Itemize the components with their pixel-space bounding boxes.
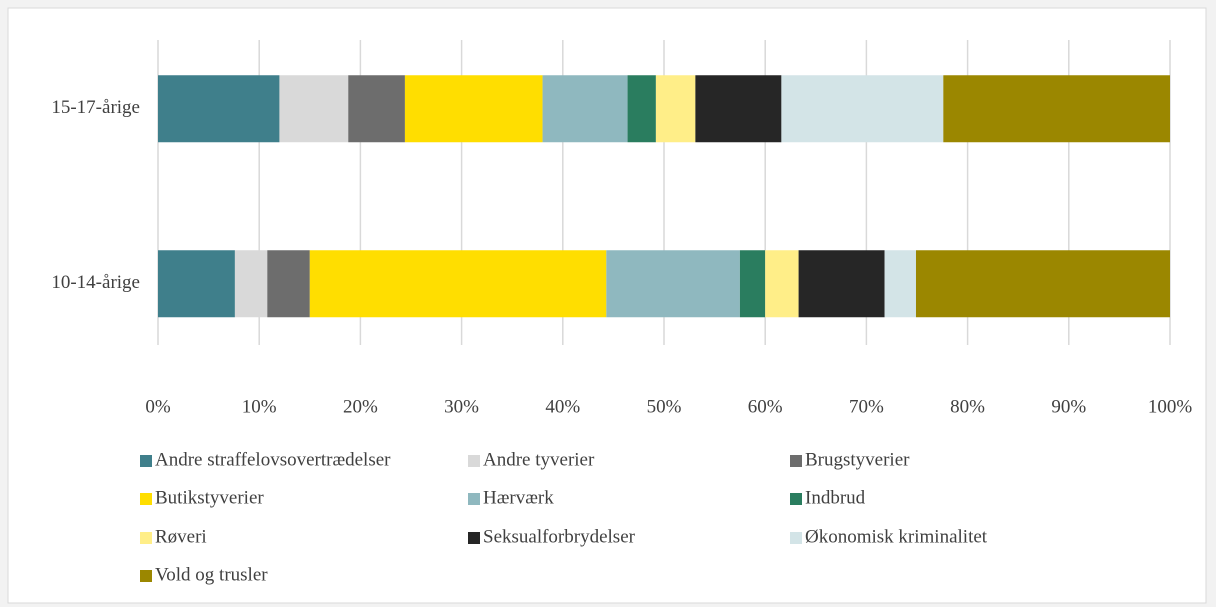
bar-segment [542,75,628,143]
legend-label: Vold og trusler [155,564,268,585]
bar-segment [348,75,405,143]
x-tick-label: 10% [242,396,277,417]
bar-segment [279,75,349,143]
x-tick-label: 0% [145,396,171,417]
x-tick-label: 30% [444,396,479,417]
legend-swatch [140,570,152,582]
bar-segment [781,75,944,143]
bar-segment [695,75,782,143]
x-tick-label: 60% [748,396,783,417]
x-tick-label: 20% [343,396,378,417]
bar-segment [739,250,766,318]
y-tick-label: 15-17-årige [51,97,140,118]
x-tick-label: 70% [849,396,884,417]
legend-swatch [140,455,152,467]
bar-segment [798,250,885,318]
bar-segment [267,250,310,318]
legend-label: Seksualforbrydelser [483,526,636,547]
legend-label: Andre tyverier [483,449,595,470]
legend-swatch [140,493,152,505]
bar-segment [627,75,656,143]
bar-segment [158,75,280,143]
x-tick-label: 40% [545,396,580,417]
x-tick-label: 100% [1148,396,1193,417]
bar-segment [915,250,1170,318]
legend-swatch [468,455,480,467]
bar-segment [234,250,268,318]
legend-swatch [468,493,480,505]
legend-label: Indbrud [805,487,866,508]
legend-label: Andre straffelovsovertrædelser [155,449,391,470]
legend-swatch [790,455,802,467]
legend-swatch [790,493,802,505]
bar-segment [309,250,607,318]
bar-segment [404,75,543,143]
legend-label: Brugstyverier [805,449,910,470]
y-tick-label: 10-14-årige [51,272,140,293]
bar-segment [884,250,916,318]
bar-segment [606,250,740,318]
bar-segment [655,75,696,143]
legend-swatch [468,532,480,544]
legend-label: Hærværk [483,487,554,508]
bar-segment [943,75,1170,143]
legend-label: Økonomisk kriminalitet [805,526,988,547]
legend-label: Røveri [155,526,207,547]
bar-segment [765,250,799,318]
legend-swatch [790,532,802,544]
x-tick-label: 50% [647,396,682,417]
bar-segment [158,250,235,318]
legend-swatch [140,532,152,544]
legend-label: Butikstyverier [155,487,264,508]
x-tick-label: 80% [950,396,985,417]
x-tick-label: 90% [1051,396,1086,417]
